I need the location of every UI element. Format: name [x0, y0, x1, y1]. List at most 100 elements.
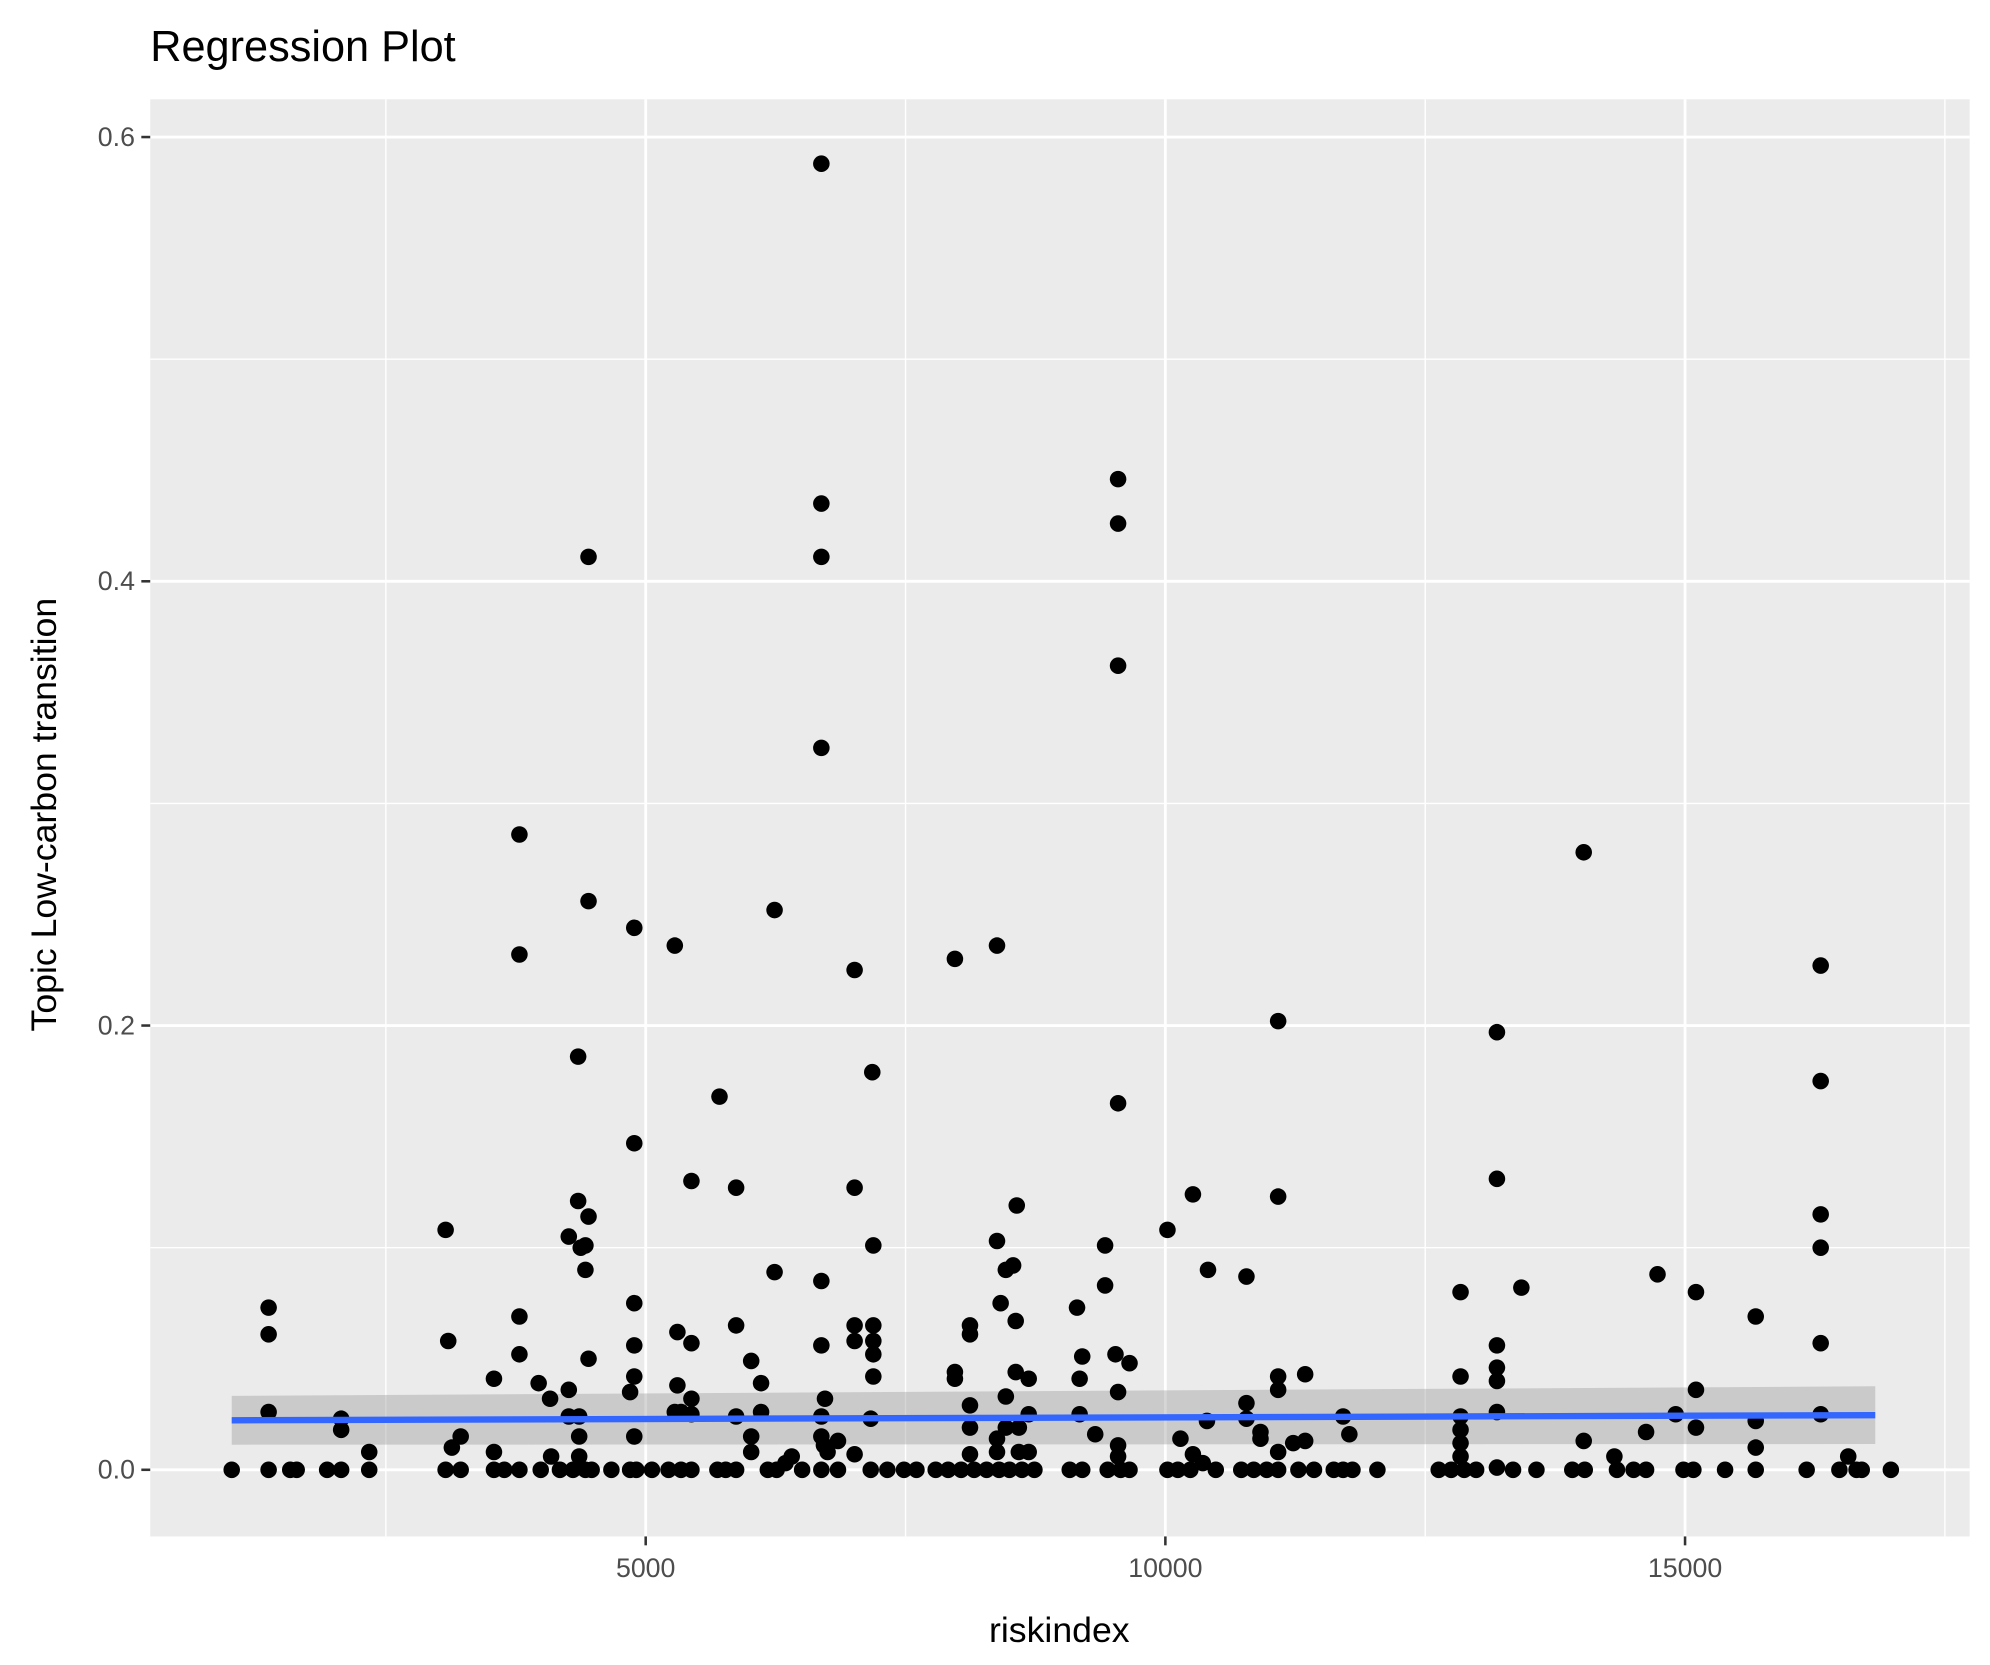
data-point [580, 892, 597, 910]
data-point [1488, 1337, 1506, 1354]
data-point [1252, 1430, 1269, 1447]
data-point [625, 1294, 643, 1312]
data-point [1831, 1461, 1848, 1479]
data-point [560, 1381, 578, 1399]
data-point [1747, 1308, 1765, 1325]
data-point [439, 1332, 457, 1350]
data-point [511, 1461, 528, 1479]
data-point [1575, 844, 1592, 861]
data-point [669, 1323, 686, 1341]
data-point [813, 1337, 830, 1354]
data-point [1232, 1461, 1250, 1479]
data-point [1812, 1072, 1829, 1090]
data-point [1882, 1461, 1900, 1479]
data-point [683, 1390, 700, 1407]
data-point [1504, 1461, 1522, 1479]
data-point [1488, 1372, 1506, 1390]
data-point [621, 1383, 639, 1401]
data-point [997, 1419, 1015, 1436]
data-point [879, 1461, 896, 1479]
data-point [625, 919, 643, 937]
data-point [318, 1461, 336, 1479]
data-point [628, 1461, 645, 1479]
data-point [961, 1397, 979, 1414]
data-point [570, 1448, 588, 1465]
data-point [1839, 1448, 1857, 1465]
data-point [946, 1370, 964, 1387]
data-point [1467, 1461, 1485, 1479]
data-point [530, 1374, 547, 1392]
data-point [1109, 657, 1127, 674]
data-point [1013, 1461, 1031, 1479]
data-point [360, 1461, 378, 1479]
data-point [846, 1179, 863, 1196]
data-point [965, 1461, 983, 1479]
regression-line [231, 1411, 1876, 1424]
y-tick-label: 0.6 [98, 122, 135, 152]
x-tick-label: 10000 [1128, 1553, 1202, 1583]
data-point [813, 548, 830, 566]
data-point [1008, 1197, 1026, 1214]
data-point [1685, 1461, 1702, 1479]
data-point [816, 1390, 834, 1407]
data-point [829, 1432, 847, 1450]
data-point [978, 1461, 995, 1479]
data-point [783, 1448, 801, 1465]
data-point [1488, 1359, 1506, 1376]
x-axis-title: riskindex [989, 1610, 1130, 1650]
data-point [569, 1192, 587, 1210]
data-point [1564, 1461, 1581, 1479]
data-point [865, 1346, 882, 1363]
data-point [1269, 1381, 1287, 1399]
data-point [1004, 1257, 1022, 1274]
data-point [862, 1461, 879, 1479]
data-point [511, 946, 528, 963]
data-point [564, 1461, 582, 1479]
data-point [452, 1428, 469, 1445]
data-point [511, 1346, 528, 1363]
data-point [1020, 1370, 1037, 1387]
data-point [260, 1403, 277, 1421]
data-point [1071, 1370, 1088, 1387]
data-point [1172, 1430, 1189, 1447]
data-point [625, 1368, 643, 1385]
data-point [846, 1445, 863, 1463]
data-point [813, 495, 830, 512]
data-point [580, 1208, 597, 1225]
data-point [223, 1461, 240, 1479]
data-point [1452, 1368, 1469, 1385]
data-point [1007, 1363, 1024, 1381]
data-point [1026, 1461, 1043, 1479]
data-point [1061, 1461, 1079, 1479]
data-point [1109, 1383, 1127, 1401]
data-point [683, 1461, 700, 1479]
data-point [1199, 1261, 1217, 1279]
data-point [1086, 1425, 1104, 1443]
x-tick-label: 15000 [1648, 1553, 1722, 1583]
data-point [742, 1352, 760, 1370]
data-point [1747, 1439, 1765, 1456]
x-tick-label: 5000 [616, 1553, 675, 1583]
data-point [532, 1461, 549, 1479]
data-point [260, 1326, 277, 1343]
data-point [1182, 1461, 1199, 1479]
data-point [1513, 1279, 1530, 1296]
data-point [865, 1317, 882, 1334]
data-point [813, 1461, 830, 1479]
data-point [1575, 1432, 1592, 1450]
data-point [961, 1445, 979, 1463]
data-point [1238, 1268, 1255, 1285]
data-point [1488, 1170, 1506, 1188]
data-point [1238, 1394, 1255, 1412]
data-point [1068, 1299, 1086, 1316]
data-point [865, 1332, 882, 1350]
data-point [939, 1461, 957, 1479]
data-point [260, 1299, 277, 1316]
data-point [864, 1063, 881, 1081]
data-point [865, 1368, 882, 1385]
data-point [865, 1237, 882, 1254]
data-point [1258, 1461, 1275, 1479]
data-point [360, 1443, 378, 1461]
data-point [961, 1419, 979, 1436]
data-point [813, 155, 830, 172]
